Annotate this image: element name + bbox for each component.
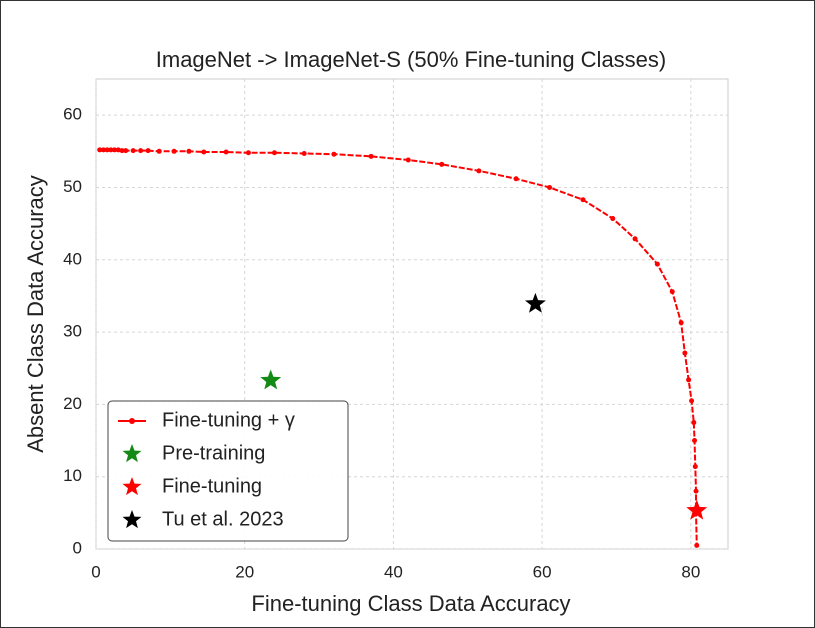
point [97,147,103,153]
point [186,148,192,154]
legend-label: Tu et al. 2023 [162,508,284,530]
point [686,377,692,383]
point [692,438,698,444]
point [632,236,638,242]
point [271,150,277,156]
point [100,147,106,153]
legend-marker [122,444,142,463]
legend-marker [122,477,142,496]
point [245,150,251,156]
legend-label: Pre-training [162,442,265,464]
point [580,197,586,203]
y-tick-label: 40 [63,249,82,268]
point [669,289,675,295]
y-tick-label: 10 [63,466,82,485]
point [115,147,121,153]
legend: Fine-tuning + γ Pre-training Fine-tuning Tu… [107,400,349,542]
point [201,149,207,155]
y-tick-label: 50 [63,177,82,196]
point [223,149,229,155]
point [694,542,700,548]
star-point [686,499,708,520]
x-axis-label: Fine-tuning Class Data Accuracy [251,591,570,616]
point [513,176,519,182]
y-tick-label: 20 [63,394,82,413]
legend-marker [129,418,135,424]
point [108,147,114,153]
point [123,148,129,154]
point [692,464,698,470]
point [112,147,118,153]
x-tick-label: 80 [681,562,700,581]
point [654,261,660,267]
y-tick-label: 60 [63,105,82,124]
point [476,168,482,174]
legend-label: Fine-tuning [162,475,262,497]
chart-title: ImageNet -> ImageNet-S (50% Fine-tuning … [156,47,667,72]
point [138,148,144,154]
x-tick-label: 60 [533,562,552,581]
point [691,419,697,425]
y-axis-label: Absent Class Data Accuracy [23,175,48,453]
point [368,153,374,159]
point [610,216,616,222]
y-tick-label: 30 [63,322,82,341]
point [104,147,110,153]
point [405,157,411,163]
point [301,150,307,156]
legend-marker [122,510,142,529]
point [689,398,695,404]
star-point [525,292,546,313]
x-tick-label: 20 [235,562,254,581]
x-tick-label: 40 [384,562,403,581]
point [331,151,337,157]
star-point [260,369,282,390]
point [119,148,125,154]
y-tick-label: 0 [73,538,82,557]
x-tick-label: 0 [91,562,100,581]
point [171,148,177,154]
legend-box [107,400,349,542]
point [145,148,151,154]
point [682,350,688,356]
point [547,184,553,190]
point [130,148,136,154]
point [678,320,684,326]
point [156,148,162,154]
point [693,488,699,494]
legend-label: Fine-tuning + γ [162,409,295,431]
point [439,161,445,167]
